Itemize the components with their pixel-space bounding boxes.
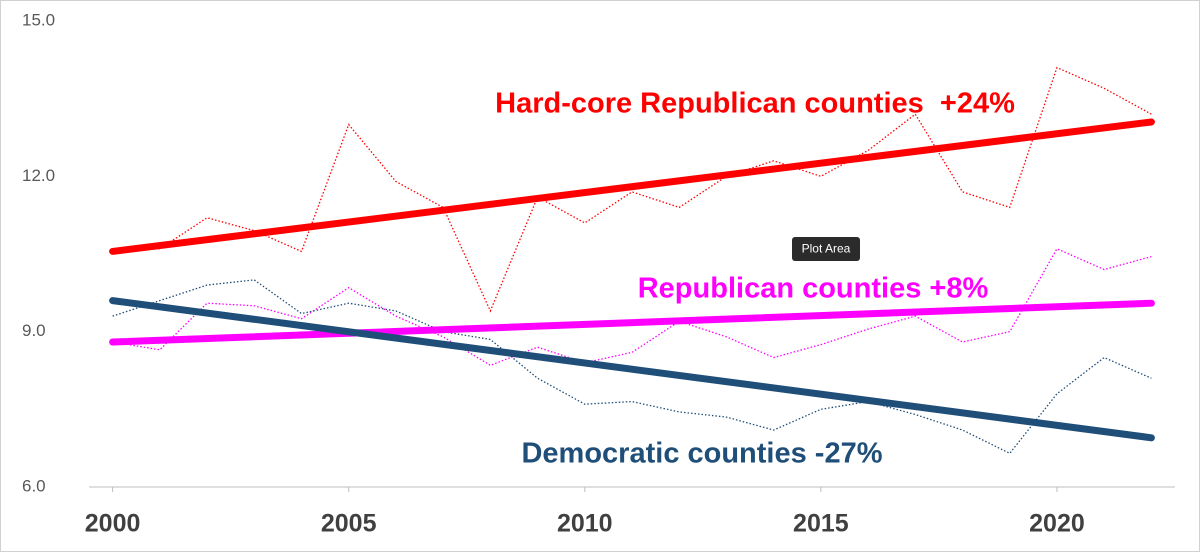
x-tick-label: 2000: [85, 510, 141, 538]
x-tick-label: 2005: [321, 510, 377, 538]
tooltip-box: [792, 237, 860, 261]
y-tick-label: 12.0: [22, 166, 55, 185]
series-label: Democratic counties -27%: [521, 438, 882, 470]
x-tick-label: 2015: [793, 510, 849, 538]
trend-line: [109, 297, 1155, 442]
x-tick-label: 2010: [557, 510, 613, 538]
data-line: [112, 279, 1152, 455]
data-line: [112, 247, 1152, 367]
tooltip-text: Plot Area: [802, 242, 851, 256]
series-label: Hard-core Republican counties +24%: [495, 88, 1015, 120]
x-tick-label: 2020: [1029, 510, 1085, 538]
trend-line: [109, 118, 1155, 255]
series-label: Republican counties +8%: [638, 273, 989, 305]
tooltip: Plot Area: [792, 237, 860, 261]
y-tick-label: 15.0: [22, 10, 55, 29]
y-tick-label: 9.0: [22, 321, 46, 340]
trend-line: [109, 299, 1155, 346]
y-tick-label: 6.0: [22, 476, 46, 495]
